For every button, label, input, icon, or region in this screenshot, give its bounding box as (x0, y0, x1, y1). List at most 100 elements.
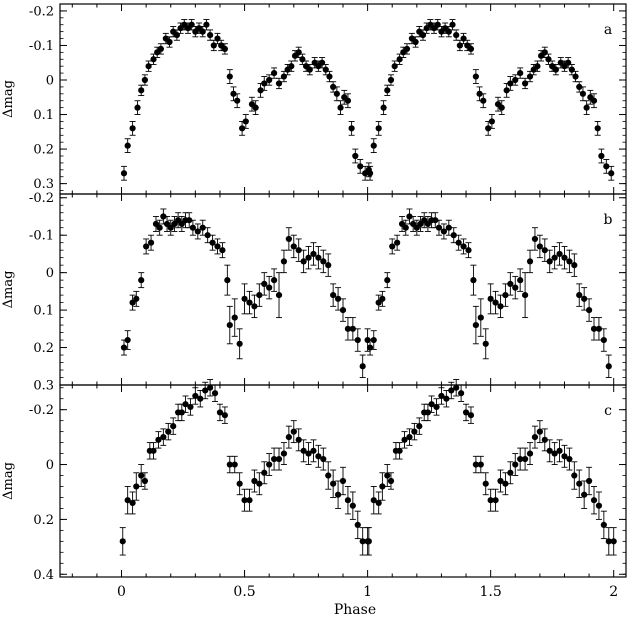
data-point (299, 53, 306, 65)
point-marker (226, 321, 233, 329)
data-point (380, 100, 387, 115)
point-marker (384, 87, 391, 94)
point-marker (384, 472, 391, 479)
data-point (590, 486, 598, 515)
point-marker (261, 469, 268, 476)
point-marker (300, 258, 307, 265)
point-marker (120, 170, 128, 177)
data-point (210, 39, 217, 52)
data-point (230, 86, 237, 102)
data-point (334, 287, 342, 311)
data-point (305, 245, 312, 270)
point-marker (339, 306, 347, 314)
point-marker (502, 480, 509, 487)
data-point (482, 472, 489, 496)
point-marker (214, 243, 221, 250)
data-point (402, 219, 409, 236)
point-marker (275, 292, 283, 299)
point-marker (600, 336, 607, 344)
data-point (448, 381, 455, 400)
data-point (120, 165, 128, 181)
data-point (384, 272, 391, 289)
point-marker (187, 403, 194, 411)
data-point (541, 238, 548, 262)
point-marker (488, 118, 495, 125)
point-marker (512, 76, 519, 84)
point-marker (546, 447, 553, 454)
data-point (192, 387, 199, 405)
data-point (512, 453, 519, 476)
panel-label: a (604, 22, 612, 38)
panel-label: c (604, 403, 612, 419)
data-point (455, 234, 462, 251)
point-marker (257, 87, 264, 94)
data-point (133, 290, 140, 307)
data-point (124, 330, 131, 350)
data-point (349, 317, 356, 341)
data-point (375, 491, 382, 515)
data-point (492, 290, 499, 315)
point-marker (585, 306, 593, 314)
point-marker (411, 428, 418, 435)
point-marker (472, 321, 479, 329)
data-point (594, 121, 601, 136)
point-marker (305, 450, 312, 457)
point-marker (445, 224, 452, 231)
data-point (503, 83, 510, 98)
point-marker (566, 455, 573, 463)
data-point (492, 488, 499, 512)
point-marker (482, 340, 489, 347)
data-point (541, 428, 548, 452)
point-marker (583, 104, 590, 111)
point-marker (507, 469, 514, 476)
data-point (141, 74, 148, 86)
point-marker (119, 538, 126, 545)
point-marker (226, 73, 233, 80)
data-point (337, 100, 344, 115)
point-marker (396, 447, 403, 454)
data-point (349, 491, 356, 520)
data-point (517, 67, 524, 79)
data-point (124, 138, 131, 153)
point-marker (370, 142, 377, 149)
data-point (561, 444, 568, 468)
point-marker (285, 235, 292, 243)
point-marker (416, 423, 423, 430)
point-marker (477, 461, 484, 468)
data-point (561, 245, 568, 270)
data-point (246, 488, 253, 512)
y-tick-label: 0.3 (33, 177, 54, 192)
point-marker (203, 21, 210, 28)
point-marker (590, 497, 598, 504)
point-marker (433, 403, 440, 411)
data-point (261, 76, 268, 91)
point-marker (600, 521, 607, 528)
data-point (157, 43, 164, 55)
point-marker (365, 538, 372, 545)
point-marker (517, 277, 524, 284)
data-point (231, 298, 238, 337)
point-marker (379, 295, 386, 302)
data-point (326, 70, 333, 83)
point-marker (576, 83, 583, 91)
data-point (266, 74, 273, 86)
data-point (370, 138, 377, 153)
x-tick-label: 1.5 (480, 584, 502, 600)
data-point (305, 442, 312, 465)
point-marker (406, 213, 413, 220)
point-marker (455, 239, 462, 246)
y-tick-label: -0.2 (29, 191, 54, 206)
data-point (270, 268, 278, 292)
data-point (214, 238, 221, 255)
point-marker (270, 277, 278, 284)
point-marker (166, 38, 173, 46)
point-marker (462, 409, 470, 416)
point-marker (477, 314, 484, 321)
data-point (440, 223, 447, 240)
point-marker (448, 387, 455, 394)
data-point (211, 384, 219, 402)
data-point (556, 242, 563, 266)
point-marker (150, 447, 157, 454)
data-point (300, 439, 307, 463)
data-point (566, 249, 573, 274)
